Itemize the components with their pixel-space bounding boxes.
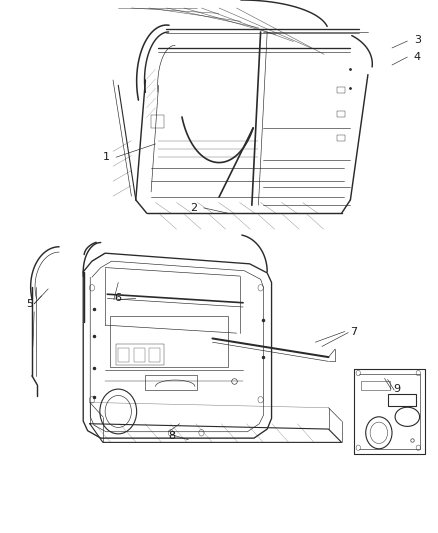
Text: 3: 3: [414, 35, 421, 45]
Text: 7: 7: [350, 327, 357, 336]
Bar: [388, 394, 416, 406]
Text: 8: 8: [169, 431, 176, 441]
Bar: [118, 348, 129, 362]
Text: 9: 9: [393, 384, 400, 394]
Bar: [134, 348, 145, 362]
Bar: [151, 115, 164, 128]
Bar: [145, 375, 197, 390]
Text: 6: 6: [114, 294, 121, 303]
Bar: [337, 135, 345, 141]
Bar: [149, 348, 160, 362]
Bar: [361, 381, 390, 390]
Text: 2: 2: [191, 203, 198, 213]
Bar: [110, 316, 228, 367]
Text: 5: 5: [26, 299, 33, 309]
Text: 1: 1: [103, 152, 110, 162]
Bar: [337, 87, 345, 93]
Bar: [337, 111, 345, 117]
Text: 4: 4: [414, 52, 421, 62]
Bar: [116, 344, 164, 365]
